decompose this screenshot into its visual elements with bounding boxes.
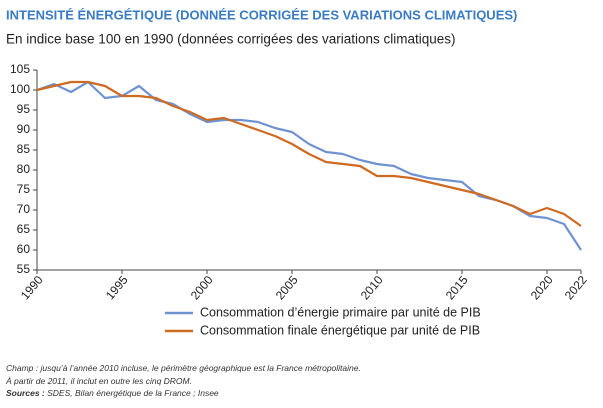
x-tick-label: 2000 — [188, 273, 216, 303]
chart-title: INTENSITÉ ÉNERGÉTIQUE (DONNÉE CORRIGÉE D… — [6, 7, 517, 22]
x-tick-label: 1995 — [103, 273, 131, 303]
y-tick-label: 60 — [17, 242, 31, 256]
series-line — [36, 80, 582, 227]
y-tick-label: 95 — [17, 102, 31, 116]
note: À partir de 2011, il inclut en outre les… — [6, 375, 192, 386]
note: Champ : jusqu’à l’année 2010 incluse, le… — [6, 363, 361, 373]
series-line — [36, 80, 582, 251]
y-tick-label: 85 — [17, 142, 31, 156]
notes: Champ : jusqu’à l’année 2010 incluse, le… — [6, 362, 361, 400]
x-tick-label: 2015 — [443, 273, 471, 303]
chart-subtitle: En indice base 100 en 1990 (données corr… — [6, 32, 456, 47]
x-tick-label: 2020 — [528, 273, 556, 303]
legend-label: Consommation d’énergie primaire par unit… — [200, 305, 481, 319]
source-label: Sources : — [6, 388, 45, 398]
x-tick-label: 2010 — [358, 273, 386, 303]
x-tick-label: 2022 — [562, 273, 590, 303]
x-tick-label: 2005 — [273, 273, 301, 303]
x-tick-label: 1990 — [18, 273, 46, 303]
y-tick-label: 70 — [17, 202, 31, 216]
y-tick-label: 80 — [17, 162, 31, 176]
y-tick-label: 90 — [17, 122, 31, 136]
source-text: SDES, Bilan énergétique de la France ; I… — [47, 388, 219, 398]
source: Sources : SDES, Bilan énergétique de la … — [6, 387, 361, 400]
y-tick-label: 55 — [17, 262, 31, 276]
y-tick-label: 65 — [17, 222, 31, 236]
y-tick-label: 105 — [10, 62, 30, 76]
legend-label: Consommation finale énergétique par unit… — [200, 323, 480, 337]
y-tick-label: 75 — [17, 182, 31, 196]
y-tick-label: 100 — [10, 82, 30, 96]
